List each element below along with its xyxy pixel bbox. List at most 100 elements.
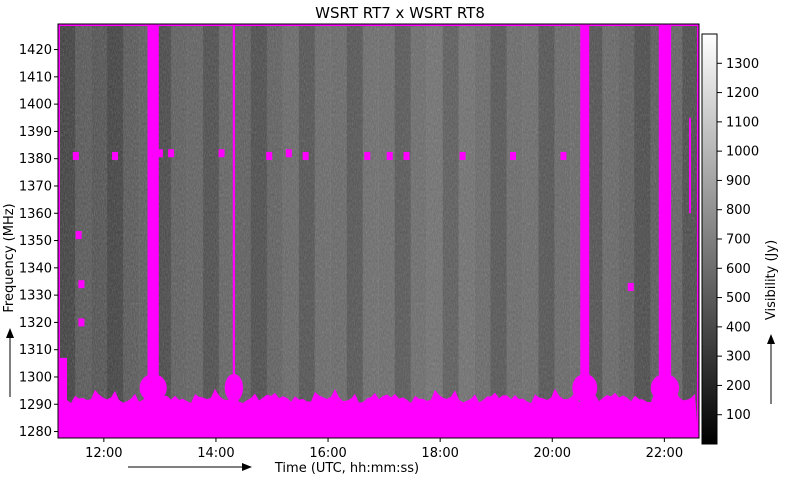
colorbar-tick-label: 1100: [726, 115, 759, 130]
intensity-band: [426, 25, 443, 437]
y-tick-label: 1330: [19, 289, 52, 304]
intensity-band: [74, 25, 92, 437]
colorbar-tick-label: 400: [726, 320, 751, 335]
plot-border: [57, 23, 700, 439]
colorbar-tick-label: 500: [726, 291, 751, 306]
intensity-band: [122, 25, 140, 437]
y-axis-title: Frequency (MHz): [2, 203, 17, 312]
intensity-band: [410, 25, 427, 437]
x-axis-title: Time (UTC, hh:mm:ss): [274, 461, 419, 476]
flagged-band-foot: [139, 373, 167, 402]
plot-noise: [59, 25, 698, 437]
y-tick-label: 1290: [19, 398, 52, 413]
plot-area: [57, 23, 700, 439]
rfi-spot: [218, 149, 225, 158]
rfi-spot: [266, 151, 273, 160]
colorbar-tick-label: 200: [726, 379, 751, 394]
rfi-spot: [168, 149, 175, 158]
intensity-band: [90, 25, 108, 437]
colorbar-arrow: [767, 334, 775, 404]
colorbar: 100 200 300 400 500 600 700 800 900 1000 1100 1200 1…: [701, 33, 759, 445]
intensity-band: [266, 25, 284, 437]
intensity-band: [378, 25, 395, 437]
rfi-spot: [78, 318, 85, 327]
y-axis: 1280 1290 1300 1310 1320 1330 1340 1350 1360 1370…: [19, 43, 58, 440]
intensity-band: [394, 25, 411, 437]
flagged-time-band: [232, 25, 236, 437]
x-tick-label: 18:00: [421, 446, 458, 461]
y-tick-label: 1380: [19, 152, 52, 167]
intensity-band: [490, 25, 507, 437]
flagged-time-band: [147, 25, 159, 437]
y-tick-label: 1310: [19, 343, 52, 358]
intensity-band: [218, 25, 236, 437]
rfi-spot: [285, 149, 292, 158]
intensity-band: [442, 25, 459, 437]
intensity-band: [314, 25, 332, 437]
rfi-spot: [302, 151, 309, 160]
colorbar-tick-label: 600: [726, 262, 751, 277]
intensity-band: [186, 25, 204, 437]
x-axis-arrow: [128, 463, 252, 471]
intensity-band: [234, 25, 252, 437]
colorbar-tick-label: 100: [726, 408, 751, 423]
colorbar-tick-label: 1200: [726, 86, 759, 101]
intensity-band: [298, 25, 316, 437]
rfi-spot: [364, 151, 371, 160]
x-axis: 12:00 14:00 16:00 18:00 20:00 22:00: [85, 438, 683, 461]
intensity-band: [682, 25, 699, 437]
flagged-time-band: [580, 25, 590, 437]
rfi-spot: [459, 151, 466, 160]
intensity-band: [202, 25, 220, 437]
rfi-spot: [560, 151, 567, 160]
y-tick-label: 1280: [19, 425, 52, 440]
flagged-time-band: [658, 25, 672, 437]
y-tick-label: 1420: [19, 43, 52, 58]
intensity-band: [330, 25, 348, 437]
colorbar-tick-label: 1000: [726, 145, 759, 160]
y-tick-label: 1320: [19, 316, 52, 331]
y-tick-label: 1300: [19, 370, 52, 385]
rfi-spot: [386, 151, 393, 160]
intensity-band: [59, 25, 76, 437]
y-tick-label: 1340: [19, 261, 52, 276]
colorbar-tick-label: 300: [726, 350, 751, 365]
colorbar-title: Visibility (Jy): [764, 240, 779, 320]
rfi-spot: [78, 280, 85, 289]
colorbar-tick-label: 1300: [726, 57, 759, 72]
y-tick-label: 1410: [19, 70, 52, 85]
y-tick-label: 1390: [19, 125, 52, 140]
rfi-spot: [72, 151, 79, 160]
colorbar-gradient: [701, 33, 718, 445]
y-tick-label: 1360: [19, 207, 52, 222]
intensity-band: [538, 25, 555, 437]
rfi-spot: [75, 231, 82, 240]
rfi-spot: [156, 149, 163, 158]
plot-frame: [58, 24, 699, 438]
intensity-band: [282, 25, 300, 437]
intensity-band: [458, 25, 475, 437]
rfi-spot: [112, 151, 119, 160]
intensity-band: [170, 25, 188, 437]
intensity-band: [106, 25, 124, 437]
intensity-band: [154, 25, 172, 437]
chart-title: WSRT RT7 x WSRT RT8: [315, 4, 485, 22]
intensity-band: [250, 25, 268, 437]
colorbar-tick-label: 800: [726, 203, 751, 218]
rfi-spot: [627, 282, 634, 291]
y-tick-label: 1400: [19, 98, 52, 113]
flagged-low-frequency-region: [59, 388, 698, 437]
x-tick-label: 16:00: [309, 446, 346, 461]
rfi-streak: [689, 117, 691, 214]
intensity-band: [474, 25, 491, 437]
x-tick-label: 22:00: [646, 446, 683, 461]
rfi-spot: [403, 151, 410, 160]
intensity-band: [346, 25, 364, 437]
colorbar-tick-label: 900: [726, 174, 751, 189]
intensity-band: [506, 25, 523, 437]
flagged-band-foot: [650, 373, 680, 402]
x-tick-label: 12:00: [85, 446, 122, 461]
x-tick-label: 14:00: [197, 446, 234, 461]
y-axis-arrow: [6, 328, 14, 397]
